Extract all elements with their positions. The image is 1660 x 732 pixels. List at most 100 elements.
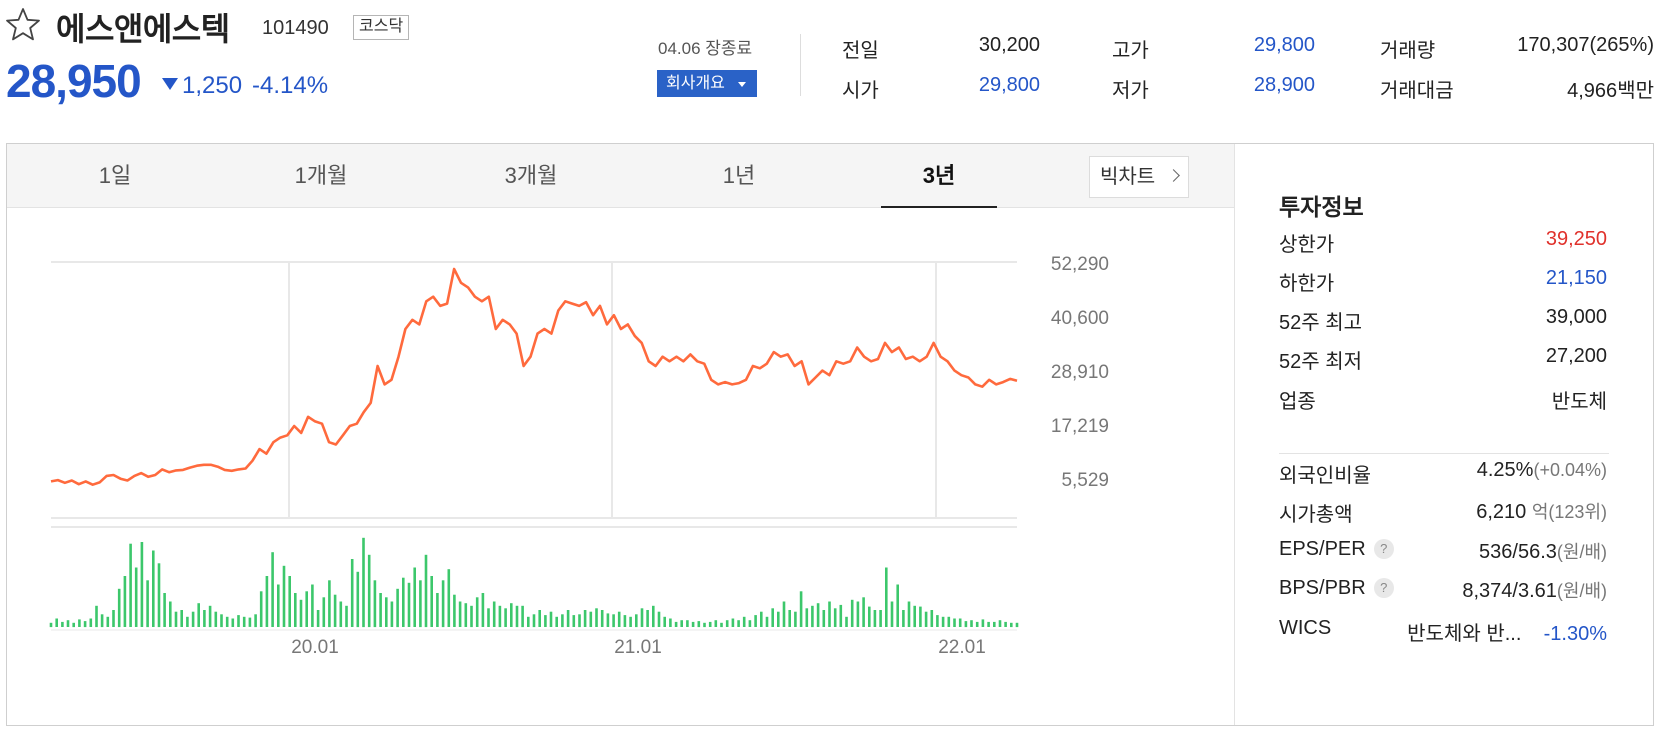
- volume-bar: [674, 621, 678, 627]
- volume-bar: [555, 616, 558, 627]
- volume-bar: [231, 618, 235, 627]
- volume-bar: [970, 620, 973, 627]
- tab-1d[interactable]: 1일: [98, 163, 132, 188]
- volume-bar: [748, 620, 752, 627]
- chevron-right-icon: [1167, 169, 1180, 182]
- company-overview-button[interactable]: 회사개요: [657, 70, 757, 97]
- y-tick-label: 17,219: [1051, 416, 1109, 437]
- volume-bar: [930, 610, 934, 627]
- invest-value-52w-high: 39,000: [1545, 306, 1607, 328]
- tab-3y[interactable]: 3년: [922, 163, 956, 188]
- volume-bar: [794, 611, 797, 627]
- volume-bar: [367, 554, 371, 628]
- volume-bar: [157, 563, 161, 628]
- volume-bar: [424, 554, 428, 628]
- volume-bar: [839, 604, 843, 627]
- volume-bar: [669, 618, 672, 627]
- volume-bar: [140, 542, 144, 627]
- invest-value-industry[interactable]: 반도체: [1551, 391, 1607, 413]
- volume-bar: [646, 610, 649, 627]
- invest-value-bps-pbr: 8,374/3.61(원/배): [1462, 577, 1607, 603]
- invest-value-foreign-ratio: 4.25%(+0.04%): [1477, 459, 1607, 482]
- volume-bar: [833, 608, 837, 627]
- volume-bar: [987, 621, 990, 627]
- volume-bar: [117, 588, 121, 628]
- wics-change: -1.30%: [1543, 623, 1607, 645]
- volume-bar: [907, 601, 911, 627]
- volume-bar: [294, 593, 297, 627]
- volume-bar: [152, 550, 155, 627]
- volume-bar: [447, 569, 451, 627]
- volume-bar: [856, 601, 860, 627]
- volume-bar: [788, 610, 791, 627]
- quote-label-open: 시가: [842, 80, 879, 102]
- volume-bar: [549, 611, 553, 627]
- volume-bar: [470, 605, 473, 628]
- tab-3m[interactable]: 3개월: [504, 163, 558, 188]
- volume-bar: [430, 576, 433, 627]
- wics-sector[interactable]: 반도체와 반...: [1407, 623, 1522, 645]
- volume-bar: [89, 618, 93, 627]
- foreign-ratio-change: (+0.04%): [1533, 460, 1607, 480]
- volume-bar: [61, 621, 64, 627]
- price-line: [50, 267, 1018, 486]
- invest-label-bps-pbr: BPS/PBR?: [1279, 577, 1394, 600]
- invest-value-wics[interactable]: 반도체와 반... -1.30%: [1407, 617, 1607, 646]
- volume-bar: [174, 611, 178, 627]
- volume-bar: [106, 616, 110, 627]
- volume-bar: [737, 620, 740, 627]
- help-icon[interactable]: ?: [1373, 539, 1394, 559]
- volume-bar: [947, 616, 951, 627]
- invest-value-eps-per: 536/56.3(원/배): [1479, 538, 1607, 564]
- big-chart-label: 빅차트: [1100, 166, 1156, 188]
- volume-bar: [191, 611, 195, 627]
- favorite-star-icon[interactable]: [4, 6, 42, 44]
- volume-bar: [720, 622, 723, 628]
- volume-bar: [356, 571, 360, 628]
- volume-bar: [964, 621, 968, 628]
- volume-bar: [941, 616, 945, 627]
- y-tick-label: 40,600: [1051, 308, 1109, 329]
- volume-bar: [436, 593, 439, 627]
- eps-per-unit: (원/배): [1556, 542, 1607, 562]
- volume-bar: [1004, 621, 1007, 627]
- volume-bar: [49, 622, 53, 628]
- volume-bar: [589, 611, 593, 627]
- volume-bar: [83, 621, 87, 628]
- volume-bar: [885, 567, 888, 627]
- big-chart-button[interactable]: 빅차트: [1089, 156, 1189, 198]
- volume-bar: [782, 601, 786, 627]
- panel-divider: [1234, 144, 1235, 725]
- volume-bar: [544, 615, 547, 627]
- volume-bar: [299, 599, 303, 627]
- invest-label-52w-high: 52주 최고: [1279, 312, 1363, 334]
- volume-bar: [373, 580, 377, 628]
- volume-bar: [890, 601, 894, 627]
- volume-bar: [265, 576, 269, 627]
- volume-bar: [822, 610, 826, 627]
- help-icon[interactable]: ?: [1373, 578, 1394, 598]
- tab-1y[interactable]: 1년: [722, 163, 756, 188]
- company-overview-label: 회사개요: [666, 75, 725, 92]
- volume-bar: [242, 616, 246, 627]
- volume-bar: [924, 611, 928, 627]
- market-status: 04.06 장종료: [658, 39, 753, 58]
- volume-bar: [873, 610, 877, 627]
- stock-header: 에스앤에스텍 101490 코스닥 28,950 1,250 -4.14% 04…: [0, 0, 1660, 120]
- invest-label-52w-low: 52주 최저: [1279, 351, 1363, 373]
- price-chart: 20.01 21.01 22.01 52,290 40,600 28,910 17,219 5…: [49, 254, 1109, 658]
- quote-value-volume: 170,307(265%): [1517, 34, 1654, 56]
- volume-bar: [504, 608, 507, 627]
- volume-bar: [600, 610, 604, 627]
- invest-value-upper-limit: 39,250: [1545, 228, 1607, 250]
- volume-bar: [828, 601, 831, 627]
- volume-bar: [703, 622, 706, 628]
- volume-bar: [492, 601, 496, 627]
- market-badge: 코스닥: [353, 15, 410, 40]
- tab-1m[interactable]: 1개월: [294, 163, 348, 188]
- stock-name: 에스앤에스텍: [56, 11, 230, 47]
- volume-bar: [458, 601, 462, 627]
- volume-bar: [475, 597, 479, 627]
- volume-bar: [134, 567, 138, 627]
- volume-bar: [595, 608, 598, 627]
